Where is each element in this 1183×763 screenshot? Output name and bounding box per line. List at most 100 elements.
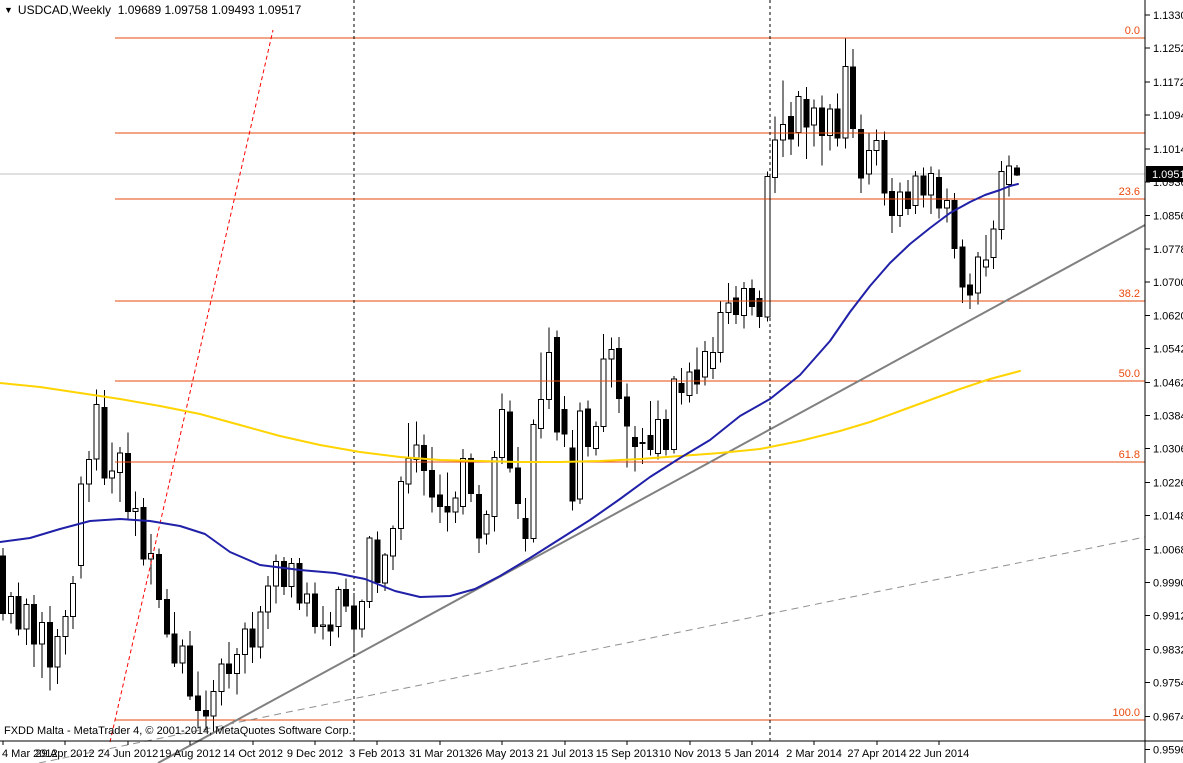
candle-bull <box>117 452 123 473</box>
title-symbol-period: USDCAD,Weekly <box>17 3 112 17</box>
candle-bull <box>912 175 919 207</box>
time-tick-label[interactable]: 14 Oct 2012 <box>223 748 283 760</box>
candle-bull <box>530 424 537 539</box>
price-tick-label[interactable]: 1.05420 <box>1153 344 1183 356</box>
price-tick-label[interactable]: 1.07780 <box>1153 244 1183 256</box>
candle-bear <box>101 407 108 479</box>
candle-bull <box>592 426 599 450</box>
candle-bull <box>304 593 311 604</box>
candle-bull <box>709 352 716 370</box>
current-price-badge <box>1146 166 1183 182</box>
candle-bear <box>585 408 591 448</box>
candle-bear <box>624 396 630 427</box>
major-uptrend-support <box>157 224 1146 763</box>
title-spacer <box>111 3 118 17</box>
price-tick-label[interactable]: 1.13300 <box>1153 10 1183 22</box>
price-tick-label[interactable]: 0.97540 <box>1153 677 1183 689</box>
time-tick-label[interactable]: 5 Jan 2014 <box>725 748 779 760</box>
candle-bull <box>483 513 490 535</box>
time-tick-label[interactable]: 3 Feb 2013 <box>349 748 405 760</box>
candle-bull <box>928 172 935 196</box>
candle-bear <box>756 298 763 318</box>
candle-bear <box>187 645 194 697</box>
price-tick-label[interactable]: 1.10140 <box>1153 144 1183 156</box>
time-tick-label[interactable]: 29 Apr 2012 <box>35 748 94 760</box>
time-tick-label[interactable]: 26 May 2013 <box>470 748 534 760</box>
time-tick-label[interactable]: 9 Dec 2012 <box>287 748 343 760</box>
time-tick-label[interactable]: 19 Aug 2012 <box>159 748 221 760</box>
candle-bull <box>670 378 677 451</box>
fast-ma-blue <box>0 183 1019 598</box>
time-tick-label[interactable]: 10 Nov 2013 <box>659 748 721 760</box>
candle-bear <box>343 588 350 607</box>
candle-bull <box>990 228 997 259</box>
slow-ma-yellow <box>0 370 1021 463</box>
time-tick-label[interactable]: 15 Sep 2013 <box>596 748 658 760</box>
candle-bear <box>280 560 287 588</box>
price-tick-label[interactable]: 0.99120 <box>1153 611 1183 623</box>
time-tick-label[interactable]: 2 Mar 2014 <box>786 748 842 760</box>
candle-bull <box>725 302 732 314</box>
candle-bear <box>0 555 6 614</box>
candle-bull <box>772 139 779 179</box>
candle-bull <box>241 628 248 655</box>
price-tick-label[interactable]: 1.12520 <box>1153 43 1183 55</box>
price-tick-label[interactable]: 0.96740 <box>1153 711 1183 723</box>
candle-bull <box>413 444 420 461</box>
candle-bull <box>842 66 849 139</box>
candle-bear <box>889 191 896 216</box>
price-tick-label[interactable]: 0.99900 <box>1153 577 1183 589</box>
candle-bear <box>959 246 966 288</box>
candle-bull <box>234 653 240 675</box>
candle-bull <box>132 507 139 512</box>
price-tick-label[interactable]: 1.06200 <box>1153 311 1183 323</box>
copyright-text: FXDD Malta - MetaTrader 4, © 2001-2014, … <box>4 725 352 737</box>
price-tick-label[interactable]: 1.08560 <box>1153 211 1183 223</box>
candle-bull <box>499 408 506 459</box>
candle-bull <box>460 457 467 507</box>
candle-bear <box>163 598 170 635</box>
time-tick-label[interactable]: 4 Mar 2012 <box>2 748 58 760</box>
candle-bear <box>631 437 638 448</box>
time-tick-label[interactable]: 24 Jun 2012 <box>98 748 159 760</box>
candle-bear <box>296 562 303 604</box>
price-tick-label[interactable]: 1.11720 <box>1153 77 1183 89</box>
candle-bear <box>616 347 623 400</box>
candle-bull <box>873 139 880 152</box>
steep-red-trendline <box>109 29 274 743</box>
candle-bull <box>265 585 272 613</box>
candle-bear <box>936 177 942 209</box>
candle-bull <box>546 352 552 401</box>
time-tick-label[interactable]: 27 Apr 2014 <box>847 748 906 760</box>
candle-bull <box>288 562 295 588</box>
price-tick-label[interactable]: 1.07000 <box>1153 277 1183 289</box>
candle-bear <box>124 452 131 512</box>
time-tick-label[interactable]: 31 Mar 2013 <box>409 748 471 760</box>
candle-bull <box>273 560 279 587</box>
price-tick-label[interactable]: 1.02260 <box>1153 478 1183 490</box>
price-tick-label[interactable]: 1.04620 <box>1153 378 1183 390</box>
candle-bull <box>39 622 45 645</box>
candle-bear <box>226 663 233 675</box>
price-tick-label[interactable]: 1.01480 <box>1153 511 1183 523</box>
price-tick-label[interactable]: 0.95960 <box>1153 744 1183 756</box>
candle-bear <box>920 175 927 196</box>
candle-bear <box>569 447 576 502</box>
candle-bear <box>647 435 654 451</box>
price-tick-label[interactable]: 1.03840 <box>1153 411 1183 423</box>
time-tick-label[interactable]: 22 Jun 2014 <box>909 748 970 760</box>
candle-bear <box>312 593 318 628</box>
price-tick-label[interactable]: 0.98320 <box>1153 644 1183 656</box>
time-tick-label[interactable]: 21 Jul 2013 <box>537 748 594 760</box>
price-tick-label[interactable]: 1.03060 <box>1153 444 1183 456</box>
candle-bear <box>15 595 22 630</box>
current-price-badge-value: 1.09517 <box>1152 169 1183 181</box>
symbol-dropdown-icon[interactable]: ▼ <box>4 5 13 15</box>
candle-bull <box>491 457 498 517</box>
price-tick-label[interactable]: 1.00680 <box>1153 544 1183 556</box>
price-tick-label[interactable]: 1.10940 <box>1153 110 1183 122</box>
candle-bull <box>62 615 69 638</box>
fib-level-label: 61.8 <box>1119 449 1140 461</box>
candle-bear <box>819 107 825 137</box>
